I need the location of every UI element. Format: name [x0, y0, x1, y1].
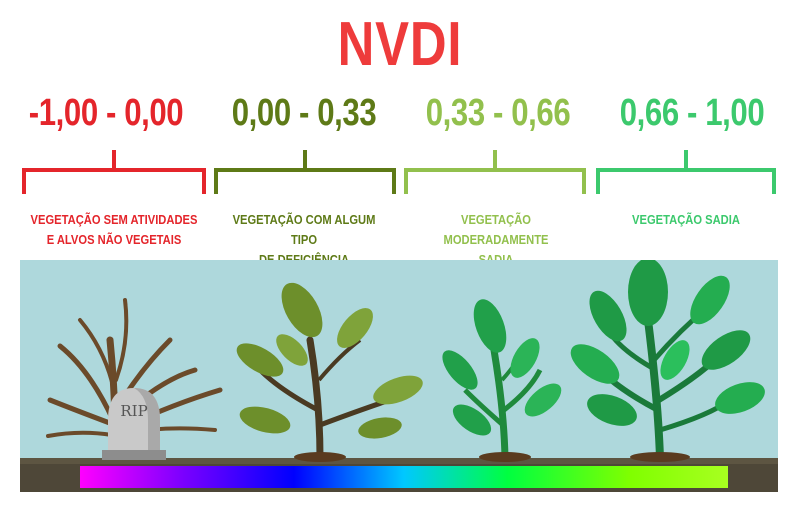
bracket-dead	[22, 150, 206, 194]
description-healthy: VEGETAÇÃO SADIA	[600, 210, 772, 230]
deficient-plant	[236, 282, 423, 462]
range-label-moderate: 0,33 - 0,66	[425, 92, 571, 134]
description-dead: VEGETAÇÃO SEM ATIVIDADES E ALVOS NÃO VEG…	[28, 210, 200, 250]
description-dead-line1: VEGETAÇÃO SEM ATIVIDADES	[30, 212, 198, 227]
tombstone-text: RIP	[120, 402, 147, 420]
description-dead-line2: E ALVOS NÃO VEGETAIS	[46, 232, 182, 247]
brackets	[22, 150, 776, 194]
ndvi-spectrum-bar	[80, 466, 728, 488]
plant-illustration: RIP	[20, 260, 778, 492]
moderate-plant	[442, 299, 562, 462]
range-label-dead: -1,00 - 0,00	[28, 92, 184, 134]
bracket-healthy	[596, 150, 776, 194]
tombstone: RIP	[102, 388, 166, 460]
bracket-deficient	[214, 150, 396, 194]
description-moderate-line1: VEGETAÇÃO MODERADAMENTE	[443, 212, 549, 247]
description-deficient-line1: VEGETAÇÃO COM ALGUM TIPO	[232, 212, 376, 247]
range-label-deficient: 0,00 - 0,33	[231, 92, 377, 134]
healthy-plant	[570, 260, 765, 462]
range-label-healthy: 0,66 - 1,00	[619, 92, 765, 134]
description-healthy-line1: VEGETAÇÃO SADIA	[632, 212, 740, 227]
page-title: NVDI	[337, 10, 463, 79]
bracket-moderate	[404, 150, 586, 194]
ground-top	[20, 458, 778, 464]
